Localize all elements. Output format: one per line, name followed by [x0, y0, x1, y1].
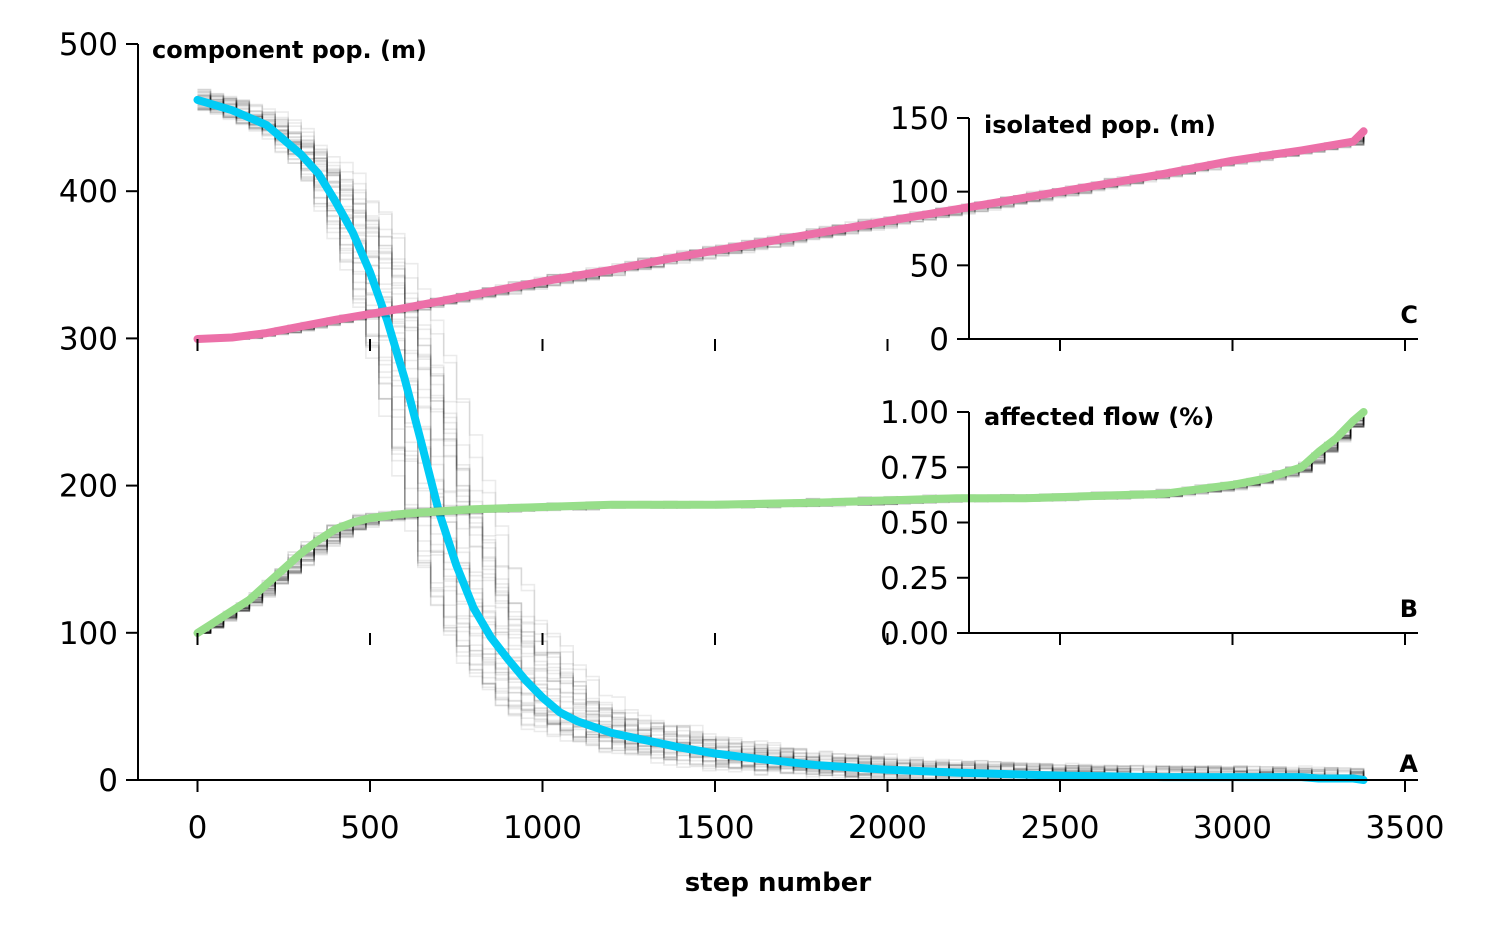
panel-a-xlabel: step number [685, 868, 872, 898]
x-tick-label: 1500 [676, 810, 755, 846]
y-tick-label: 0 [929, 322, 949, 358]
x-tick-label: 2500 [1021, 810, 1100, 846]
panel-a-ensemble-run [197, 106, 1365, 781]
panel-b-letter: B [1400, 595, 1418, 623]
x-tick-label: 500 [340, 810, 399, 846]
y-tick-label: 50 [910, 248, 949, 284]
y-tick-label: 0 [98, 763, 118, 799]
panel-c-background [834, 100, 1428, 363]
panel-a-ensemble-run [197, 91, 1365, 781]
x-tick-label: 0 [188, 810, 208, 846]
panel-b-mean-line [193, 408, 1368, 637]
y-tick-label: 0.75 [880, 450, 949, 486]
panel-a-ensemble-run [197, 100, 1364, 781]
panel-c-letter: C [1400, 301, 1418, 329]
x-tick-label: 3000 [1193, 810, 1272, 846]
panel-c-isolated-pop: 0 50 100 150 isolated pop. (m) C [193, 100, 1428, 363]
panel-b-series [193, 408, 1368, 637]
panel-b-axes: 0.00 0.25 0.50 0.75 1.00 [196, 395, 1418, 652]
panel-a-mean-line [193, 95, 1368, 784]
y-tick-label: 0.50 [880, 506, 949, 542]
x-tick-label: 2000 [848, 810, 927, 846]
y-tick-label: 200 [59, 469, 118, 505]
panel-b-background [834, 394, 1428, 657]
y-tick-label: 0.00 [880, 616, 949, 652]
panel-a-letter: A [1399, 750, 1418, 778]
y-tick-label: 150 [890, 101, 949, 137]
y-tick-label: 0.25 [880, 561, 949, 597]
panel-c-series [193, 127, 1368, 343]
y-tick-label: 1.00 [880, 395, 949, 431]
panel-b-affected-flow: 0.00 0.25 0.50 0.75 1.00 affected flow (%) B [193, 394, 1428, 657]
panel-a-series [193, 95, 1368, 784]
y-tick-label: 500 [59, 27, 118, 63]
x-tick-label: 3500 [1366, 810, 1445, 846]
panel-c-axes: 0 50 100 150 [196, 101, 1418, 358]
panel-a-ensemble-run [197, 89, 1365, 781]
panel-a-ensemble-run [197, 93, 1365, 781]
panel-b-title: affected flow (%) [984, 403, 1214, 431]
y-tick-label: 400 [59, 174, 118, 210]
panel-c-mean-line [193, 127, 1368, 343]
x-tick-label: 1000 [503, 810, 582, 846]
y-tick-label: 300 [59, 321, 118, 357]
y-tick-label: 100 [59, 616, 118, 652]
panel-a-ensemble-run [197, 94, 1365, 781]
y-tick-label: 100 [890, 175, 949, 211]
panel-c-title: isolated pop. (m) [984, 111, 1216, 139]
panel-a-title: component pop. (m) [152, 36, 427, 64]
